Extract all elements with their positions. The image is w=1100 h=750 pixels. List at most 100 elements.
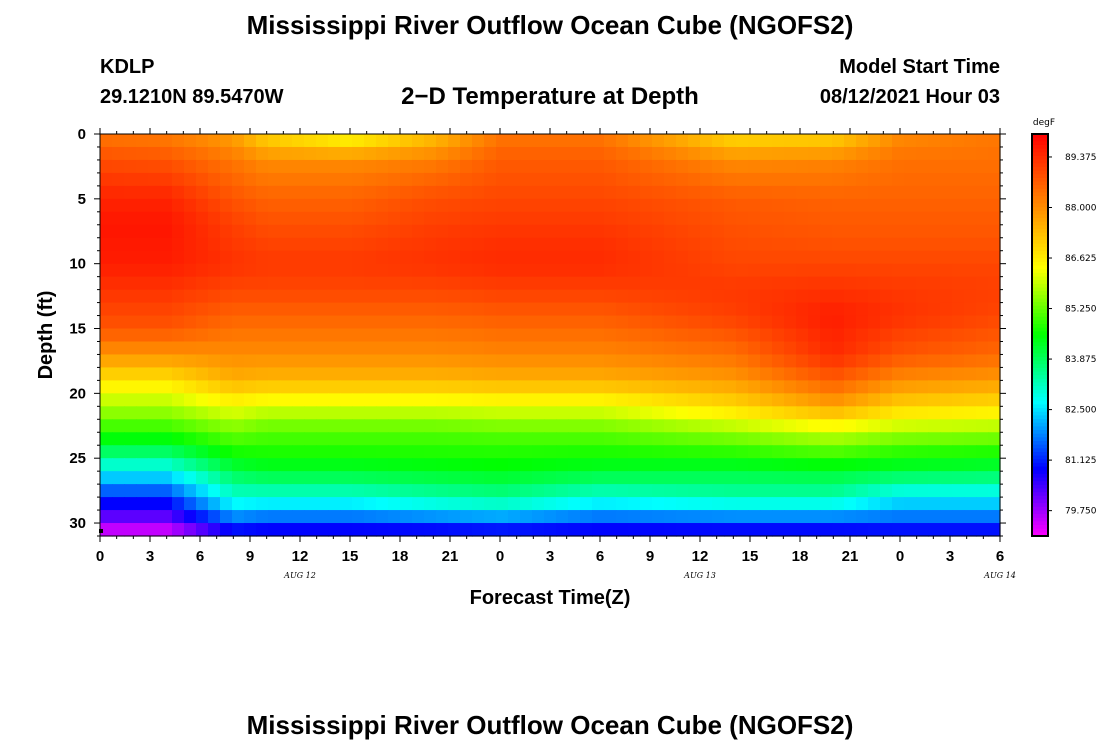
heatmap-cell (796, 380, 809, 394)
heatmap-cell (184, 198, 197, 213)
heatmap-cell (760, 328, 773, 343)
heatmap-cell (844, 523, 857, 537)
y-tick-label: 15 (69, 321, 86, 338)
heatmap-cell (736, 276, 749, 291)
heatmap-cell (976, 289, 989, 304)
heatmap-cell (892, 471, 905, 485)
heatmap-cell (628, 484, 641, 498)
heatmap-cell (604, 276, 617, 291)
heatmap-cell (388, 354, 401, 369)
heatmap-cell (316, 328, 329, 343)
heatmap-cell (868, 276, 881, 291)
heatmap-cell (556, 445, 569, 459)
heatmap-cell (700, 328, 713, 343)
heatmap-cell (244, 302, 257, 317)
heatmap-cell (652, 302, 665, 317)
heatmap-cell (976, 134, 989, 148)
heatmap-cell (832, 328, 845, 343)
heatmap-cell (424, 497, 437, 511)
heatmap-cell (232, 302, 245, 317)
heatmap-cell (784, 198, 797, 213)
heatmap-cell (880, 354, 893, 369)
heatmap-cell (304, 211, 317, 226)
heatmap-cell (376, 445, 389, 459)
heatmap-cell (568, 406, 581, 420)
heatmap-cell (160, 289, 173, 304)
heatmap-cell (340, 432, 353, 446)
heatmap-cell (544, 393, 557, 407)
heatmap-cell (376, 497, 389, 511)
heatmap-cell (628, 471, 641, 485)
heatmap-cell (916, 263, 929, 278)
heatmap-cell (868, 185, 881, 200)
heatmap-cell (208, 198, 221, 213)
heatmap-cell (256, 237, 269, 252)
heatmap-cell (952, 224, 965, 239)
heatmap-cell (124, 172, 137, 187)
colorbar-swatch (1032, 470, 1048, 475)
heatmap-cell (868, 211, 881, 226)
heatmap-cell (604, 367, 617, 381)
heatmap-cell (304, 224, 317, 239)
heatmap-cell (256, 471, 269, 485)
heatmap-cell (508, 328, 521, 343)
heatmap-cell (592, 341, 605, 356)
heatmap-cell (100, 302, 113, 317)
heatmap-cell (988, 445, 1001, 459)
heatmap-cell (124, 367, 137, 381)
heatmap-cell (820, 367, 833, 381)
heatmap-cell (256, 172, 269, 187)
heatmap-cell (496, 341, 509, 356)
heatmap-cell (460, 172, 473, 187)
heatmap-cell (340, 185, 353, 200)
heatmap-cell (352, 510, 365, 524)
heatmap-cell (304, 315, 317, 330)
colorbar-swatch (1032, 349, 1048, 354)
heatmap-cell (820, 432, 833, 446)
heatmap-cell (652, 497, 665, 511)
colorbar-swatch (1032, 269, 1048, 274)
heatmap-cell (964, 354, 977, 369)
heatmap-cell (148, 328, 161, 343)
heatmap-cell (472, 172, 485, 187)
heatmap-cell (988, 134, 1001, 148)
heatmap-cell (508, 523, 521, 537)
heatmap-cell (664, 393, 677, 407)
heatmap-cell (184, 445, 197, 459)
heatmap-cell (448, 224, 461, 239)
heatmap-cell (904, 458, 917, 472)
heatmap-cell (592, 250, 605, 265)
heatmap-cell (904, 484, 917, 498)
heatmap-cell (244, 211, 257, 226)
heatmap-cell (400, 224, 413, 239)
heatmap-cell (412, 289, 425, 304)
heatmap-cell (160, 159, 173, 174)
heatmap-cell (676, 445, 689, 459)
heatmap-cell (436, 302, 449, 317)
heatmap-cell (688, 198, 701, 213)
heatmap-cell (304, 497, 317, 511)
heatmap-cell (148, 211, 161, 226)
heatmap-cell (400, 484, 413, 498)
heatmap-cell (604, 289, 617, 304)
heatmap-cell (904, 146, 917, 161)
heatmap-cell (604, 211, 617, 226)
heatmap-cell (592, 237, 605, 252)
heatmap-cell (736, 211, 749, 226)
heatmap-cell (280, 523, 293, 537)
heatmap-cell (676, 328, 689, 343)
heatmap-cell (460, 302, 473, 317)
heatmap-cell (640, 484, 653, 498)
heatmap-cell (640, 393, 653, 407)
heatmap-cell (760, 510, 773, 524)
heatmap-cell (496, 471, 509, 485)
heatmap-cell (568, 315, 581, 330)
colorbar-swatch (1032, 488, 1048, 493)
heatmap-cell (700, 185, 713, 200)
heatmap-cell (604, 146, 617, 161)
y-tick-label: 10 (69, 256, 86, 273)
heatmap-cell (412, 172, 425, 187)
heatmap-cell (100, 393, 113, 407)
heatmap-cell (412, 406, 425, 420)
heatmap-cell (892, 237, 905, 252)
